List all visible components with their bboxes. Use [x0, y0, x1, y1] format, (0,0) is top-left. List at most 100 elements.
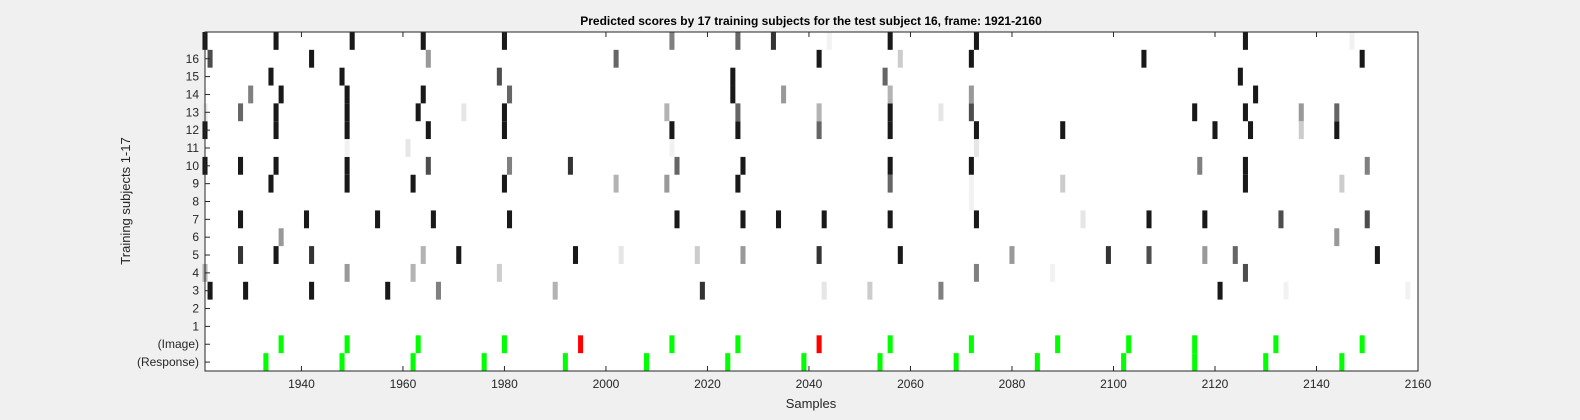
subject-12-cell [1247, 121, 1254, 140]
subject-14-cell [506, 85, 513, 104]
subject-3-cell [938, 281, 944, 300]
subject-3-cell [867, 281, 873, 300]
subject-7-cell [775, 210, 782, 229]
subject-4-cell [1242, 263, 1248, 282]
subject-17-cell [826, 32, 832, 50]
subject-7-cell [303, 210, 310, 229]
subject-17-cell [1349, 32, 1355, 50]
response-marker [725, 353, 731, 371]
image-marker [578, 335, 584, 354]
subject-9-cell [410, 174, 416, 193]
image-marker [816, 335, 822, 354]
x-tick-label: 2120 [1202, 377, 1229, 391]
subject-10-cell [887, 156, 893, 175]
subject-10-cell [567, 156, 573, 175]
subject-16-cell [207, 49, 213, 68]
image-marker [278, 335, 284, 354]
subject-16-cell [897, 49, 903, 68]
y-tick-label: 7 [192, 212, 199, 226]
subject-4-cell [1050, 263, 1056, 282]
y-tick-label: 11 [187, 141, 200, 155]
subject-17-cell [735, 32, 741, 50]
subject-12-cell [425, 121, 431, 140]
x-tick-label: 2160 [1405, 377, 1432, 391]
subject-13-cell [238, 103, 244, 122]
y-tick-label: 2 [192, 302, 199, 316]
image-marker [1273, 335, 1279, 354]
x-tick-label: 2060 [897, 377, 924, 391]
subject-7-cell [1146, 210, 1152, 229]
x-axis: 1940 1960 1980 2000 2020 2040 2060 2080 2100 2120… [288, 32, 1432, 391]
x-tick-label: 1980 [491, 377, 518, 391]
subject-15-cell [1237, 67, 1243, 86]
subject-14-cell [344, 85, 350, 104]
x-axis-label: Samples [786, 396, 837, 411]
y-tick-label: 16 [186, 52, 200, 66]
y-tick-label: 3 [192, 284, 199, 298]
subject-13-cell [415, 103, 421, 122]
response-marker [877, 353, 883, 371]
subject-14-cell [730, 85, 736, 104]
y-tick-label: 1 [192, 319, 199, 333]
subject-12-cell [1212, 121, 1218, 140]
subject-3-cell [821, 281, 827, 300]
subject-6-cell [1334, 228, 1340, 247]
subject-10-cell [1197, 156, 1203, 175]
subject-4-cell [344, 263, 350, 282]
subject-12-cell [1334, 121, 1340, 140]
subject-13-cell [1298, 103, 1304, 122]
subject-8-cell [968, 192, 974, 211]
subject-16-cell [425, 49, 431, 68]
image-marker [501, 335, 507, 354]
image-marker [1055, 335, 1061, 354]
y-tick-label: 5 [192, 248, 199, 262]
subject-5-cell [816, 246, 822, 264]
subject-13-cell [273, 103, 279, 122]
subject-10-cell [968, 156, 974, 175]
image-marker [887, 335, 893, 354]
subject-12-cell [273, 121, 279, 140]
subject-3-cell [699, 281, 705, 300]
subject-16-cell [309, 49, 315, 68]
subject-16-cell [968, 49, 974, 68]
subject-17-cell [770, 32, 776, 50]
subject-13-cell [887, 103, 893, 122]
y-tick-label: 10 [186, 159, 200, 173]
response-marker [644, 353, 650, 371]
subject-4-cell [973, 263, 979, 282]
subject-12-cell [887, 121, 893, 140]
subject-9-cell [344, 174, 350, 193]
subject-11-cell [669, 139, 675, 157]
subject-12-cell [973, 121, 979, 140]
subject-16-cell [816, 49, 822, 68]
subject-17-cell [887, 32, 893, 50]
subject-7-cell [375, 210, 381, 229]
y-tick-label: 8 [192, 195, 199, 209]
y-axis-label: Training subjects 1-17 [118, 137, 133, 264]
subject-12-cell [735, 121, 741, 140]
subject-12-cell [344, 121, 350, 140]
image-marker [415, 335, 421, 354]
subject-13-cell [735, 103, 741, 122]
x-tick-label: 2100 [1100, 377, 1127, 391]
subject-3-cell [435, 281, 441, 300]
subject-15-cell [882, 67, 888, 86]
response-marker [953, 353, 959, 371]
subject-3-cell [385, 281, 391, 300]
subject-3-cell [309, 281, 315, 300]
subject-9-cell [613, 174, 619, 193]
image-marker [344, 335, 350, 354]
image-marker [1359, 335, 1365, 354]
subject-14-cell [887, 85, 893, 104]
subject-14-cell [968, 85, 974, 104]
subject-7-cell [740, 210, 746, 229]
subject-3-cell [207, 281, 213, 300]
subject-12-cell [816, 121, 822, 140]
y-tick-label: 14 [186, 87, 200, 101]
subject-5-cell [740, 246, 746, 264]
subject-13-cell [501, 103, 507, 122]
image-marker [1192, 335, 1198, 354]
subject-13-cell [344, 103, 350, 122]
subject-7-cell [238, 210, 244, 229]
